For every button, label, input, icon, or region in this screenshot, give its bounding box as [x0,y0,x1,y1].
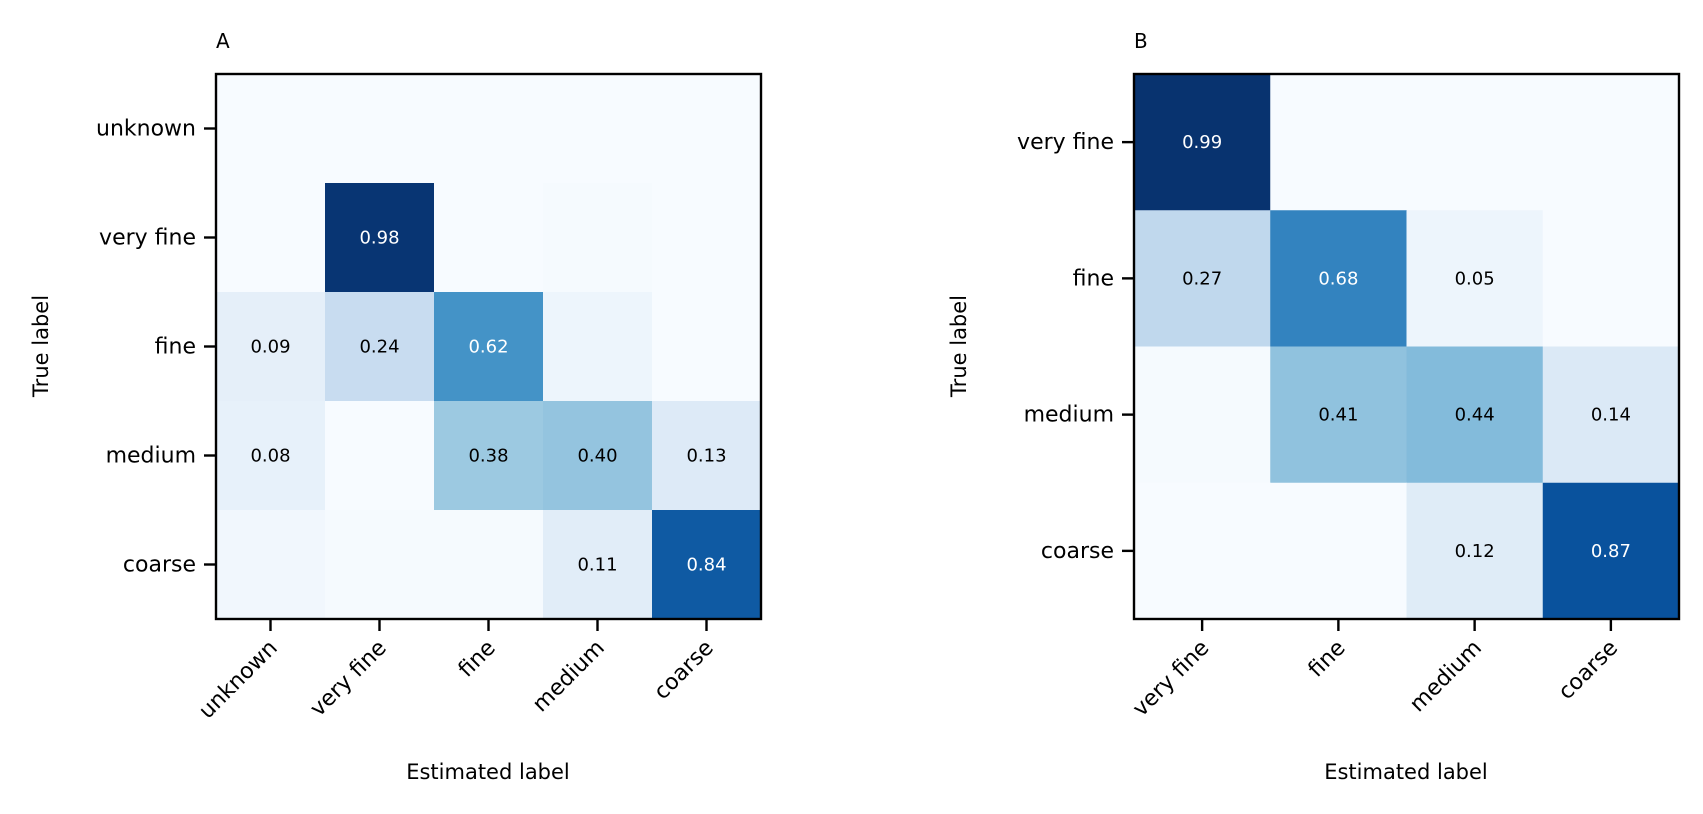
panel-a-ytick-label: unknown [96,117,196,142]
panel-b-ytick-label: medium [1024,403,1114,428]
panel-a-ytick-label: fine [155,335,196,360]
panel-a-xtick-label: coarse [649,636,718,705]
panel-b-cell [1542,482,1680,620]
panel-b-cell [1134,482,1271,620]
panel-a-xtick-label: very fine [306,636,392,722]
panel-b-frame [1132,72,1681,621]
panel-b-cell [1542,210,1680,347]
panel-a-cell [543,510,653,620]
panel-b-cell-value: 0.12 [1455,541,1495,562]
panel-b-x-axis: very fine fine medium coarse [1128,619,1623,722]
panel-a-cell-value: 0.08 [250,446,290,467]
panel-a-cell [216,292,326,402]
panel-a-ytick-label: coarse [123,553,196,578]
panel-a-cell [325,292,435,402]
panel-b: B 0.99 0.27 0.68 0.05 0.41 0.44 0.14 0.12 0.87 v… [947,29,1681,784]
panel-a-cell-value: 0.40 [577,446,617,467]
panel-a-cell [216,401,326,511]
panel-a-ytick-label: very fine [99,226,196,251]
panel-a-cell [325,183,435,293]
panel-b-cell [1542,346,1680,484]
panel-b-y-axis: very fine fine medium coarse [1017,130,1134,564]
panel-a-cell [652,74,762,184]
panel-b-cell [1270,210,1407,347]
panel-a-cell [434,183,544,293]
panel-a-cell [325,74,435,184]
panel-a-cells: 0.98 0.09 0.24 0.62 0.08 0.38 0.40 0.13 0.11 0.84 [216,74,762,620]
panel-a-x-axis: unknown very fine fine medium coarse [194,619,719,724]
panel-b-cell-value: 0.44 [1455,405,1495,426]
panel-a-cell [216,74,326,184]
panel-b-cells: 0.99 0.27 0.68 0.05 0.41 0.44 0.14 0.12 0.87 [1134,74,1680,620]
panel-a-cell [543,401,653,511]
panel-a-title: A [216,29,230,53]
panel-b-cell [1270,482,1407,620]
panel-a-cell [652,510,762,620]
panel-b-cell-value: 0.87 [1591,541,1631,562]
panel-a: A 0.980.09 0.24 0.620.08 0.38 0.40 0.130.11 0.… [29,29,763,784]
panel-b-xlabel: Estimated label [1324,760,1488,784]
panel-a-y-axis: unknown very fine fine medium coarse [96,117,216,578]
panel-b-xtick-label: fine [1304,636,1351,683]
panel-a-cell [652,401,762,511]
panel-a-cell [434,510,544,620]
panel-b-ylabel: True label [947,295,971,398]
panel-b-cell [1406,210,1544,347]
panel-a-xtick-label: unknown [194,636,282,724]
panel-a-cell-value: 0.13 [686,446,726,467]
panel-a-cell [434,401,544,511]
panel-a-cell-value: 0.84 [686,555,726,576]
panel-a-cell [543,292,653,402]
panel-a-ytick-label: medium [106,444,196,469]
panel-b-cell [1134,210,1271,347]
panel-b-cell [1134,74,1271,211]
panel-a-cell [652,292,762,402]
panel-b-cell-value: 0.14 [1591,405,1631,426]
panel-b-cell-value: 0.41 [1318,405,1358,426]
panel-a-cell-value: 0.09 [250,337,290,358]
panel-a-cell [543,74,653,184]
panel-b-ytick-label: coarse [1041,539,1114,564]
panel-b-cell [1406,346,1544,484]
panel-b-xtick-label: medium [1405,636,1487,718]
panel-b-xtick-label: coarse [1554,636,1623,705]
panel-b-ytick-label: fine [1073,266,1114,291]
panel-a-cell-value: 0.98 [359,228,399,249]
panel-b-cell [1542,74,1680,211]
panel-a-xlabel: Estimated label [406,760,570,784]
panel-a-cell-value: 0.11 [577,555,617,576]
panel-b-cell [1134,346,1271,484]
panel-b-title: B [1134,29,1148,53]
panel-a-cell [216,183,326,293]
panel-a-cell [216,510,326,620]
panel-b-cell-value: 0.99 [1182,132,1222,153]
panel-a-cell-value: 0.24 [359,337,399,358]
panel-b-ytick-label: very fine [1017,130,1114,155]
panel-a-cell [434,74,544,184]
panel-b-cell [1406,482,1544,620]
panel-b-cell-value: 0.27 [1182,268,1222,289]
panel-a-ylabel: True label [29,295,53,398]
panel-b-cell [1406,74,1544,211]
panel-a-cell-value: 0.62 [468,337,508,358]
panel-a-cell [652,183,762,293]
panel-b-cell-value: 0.68 [1318,268,1358,289]
panel-a-cell-value: 0.38 [468,446,508,467]
panel-a-cell [325,510,435,620]
panel-b-xtick-label: very fine [1128,636,1214,722]
panel-a-cell [434,292,544,402]
panel-a-cell [543,183,653,293]
panel-a-xtick-label: fine [454,636,501,683]
panel-b-cell [1270,346,1407,484]
panel-a-cell [325,401,435,511]
panel-b-cell-value: 0.05 [1455,268,1495,289]
panel-b-cell [1270,74,1407,211]
panel-a-xtick-label: medium [528,636,610,718]
